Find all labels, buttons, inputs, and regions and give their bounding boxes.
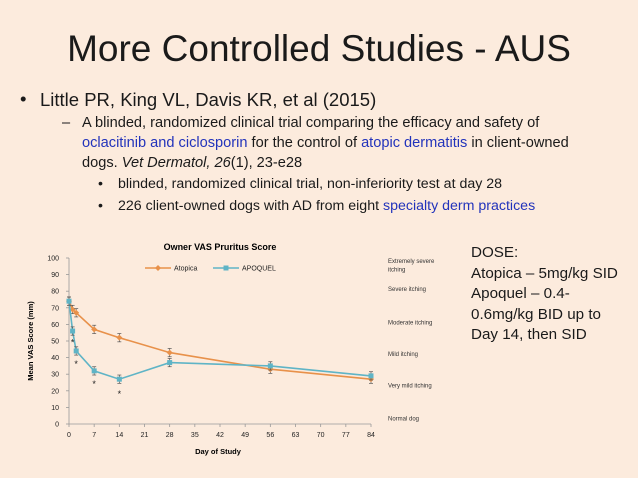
dose-box: DOSE: Atopica – 5mg/kg SID Apoquel – 0.4…	[471, 243, 631, 346]
point-apoquel	[167, 360, 173, 366]
legend-label-apoquel: APOQUEL	[242, 266, 276, 273]
legend-label-atopica: Atopica	[174, 266, 197, 273]
x-tick-label: 56	[266, 432, 274, 439]
severity-annotation: itching	[388, 267, 405, 273]
point-apoquel	[116, 376, 122, 382]
x-tick-label: 14	[115, 432, 123, 439]
y-tick-label: 60	[51, 322, 59, 329]
x-tick-label: 70	[317, 432, 325, 439]
x-tick-label: 84	[367, 432, 375, 439]
sub-bullet-study-description: – A blinded, randomized clinical trial c…	[62, 113, 602, 173]
x-axis-label: Day of Study	[195, 447, 242, 456]
y-axis-label: Mean VAS Score (mm)	[26, 301, 35, 381]
x-tick-label: 42	[216, 432, 224, 439]
design-text: blinded, randomized clinical trial, non-…	[118, 176, 503, 192]
desc-journal: Vet Dermatol, 26	[121, 155, 231, 171]
slide-title: More Controlled Studies - AUS	[67, 28, 571, 69]
significance-marker: *	[118, 389, 122, 399]
x-tick-label: 21	[141, 432, 149, 439]
dose-line: Atopica – 5mg/kg SID	[471, 264, 618, 282]
desc-mid: for the control of	[247, 135, 362, 151]
y-tick-label: 100	[47, 256, 59, 263]
desc-drugs: oclacitinib and ciclosporin	[82, 135, 248, 151]
significance-marker: *	[74, 359, 78, 369]
x-tick-label: 77	[342, 432, 350, 439]
x-tick-label: 0	[67, 432, 71, 439]
point-atopica	[91, 326, 98, 333]
point-atopica	[116, 334, 123, 341]
severity-annotation: Severe itching	[388, 287, 426, 293]
bullet-dot: •	[98, 176, 103, 192]
y-tick-label: 90	[51, 272, 59, 279]
y-tick-label: 80	[51, 289, 59, 296]
point-apoquel	[368, 373, 374, 379]
dose-line: Apoquel – 0.4-	[471, 285, 570, 302]
severity-annotation: Normal dog	[388, 417, 419, 423]
x-tick-label: 49	[241, 432, 249, 439]
series-line-atopica	[68, 300, 372, 380]
desc-post: in client-owned dogs.	[82, 135, 569, 171]
point-atopica	[166, 349, 173, 356]
x-tick-label: 63	[292, 432, 300, 439]
series-line-apoquel	[68, 301, 372, 381]
point-apoquel	[267, 363, 273, 369]
population-link: specialty derm practices	[382, 198, 536, 214]
y-tick-label: 50	[51, 339, 59, 346]
y-tick-label: 40	[51, 355, 59, 362]
legend-marker-atopica	[155, 265, 161, 271]
x-tick-label: 35	[191, 432, 199, 439]
y-tick-label: 30	[51, 372, 59, 379]
severity-annotation: Moderate itching	[388, 320, 432, 326]
bullet-dot: •	[20, 88, 27, 109]
significance-marker: *	[92, 379, 96, 389]
point-atopica	[73, 309, 80, 316]
x-tick-label: 28	[166, 432, 174, 439]
dose-line: Day 14, then SID	[471, 326, 587, 343]
desc-issue: (1), 23-e28	[230, 155, 303, 171]
citation-text: Little PR, King VL, Davis KR, et al (201…	[40, 89, 377, 110]
chart-title: Owner VAS Pruritus Score	[164, 242, 277, 252]
desc-pre: A blinded, randomized clinical trial com…	[82, 115, 540, 131]
point-atopica	[69, 306, 76, 313]
desc-condition: atopic dermatitis	[361, 135, 468, 151]
y-tick-label: 20	[51, 388, 59, 395]
significance-marker: *	[71, 338, 75, 348]
dose-line: 0.6mg/kg BID up to	[471, 305, 602, 323]
point-apoquel	[70, 328, 76, 334]
x-tick-label: 7	[92, 432, 96, 439]
point-apoquel	[66, 298, 72, 304]
y-tick-label: 10	[51, 405, 59, 412]
severity-annotation: Extremely severe	[388, 259, 435, 265]
severity-annotation: Mild itching	[388, 352, 418, 358]
population-text: 226 client-owned dogs with AD from eight	[118, 198, 383, 214]
sub-bullet-population: • 226 client-owned dogs with AD from eig…	[98, 198, 536, 214]
point-apoquel	[91, 368, 97, 374]
sub-bullet-design: • blinded, randomized clinical trial, no…	[98, 176, 503, 192]
point-apoquel	[73, 348, 79, 354]
y-tick-label: 70	[51, 305, 59, 312]
severity-annotation: Very mild itching	[388, 383, 432, 389]
bullet-dot: •	[98, 198, 103, 214]
legend-marker-apoquel	[223, 265, 229, 271]
dash-marker: –	[62, 115, 71, 131]
bullet-citation: • Little PR, King VL, Davis KR, et al (2…	[20, 88, 377, 111]
dose-line: DOSE:	[471, 244, 519, 261]
y-tick-label: 0	[55, 422, 59, 429]
